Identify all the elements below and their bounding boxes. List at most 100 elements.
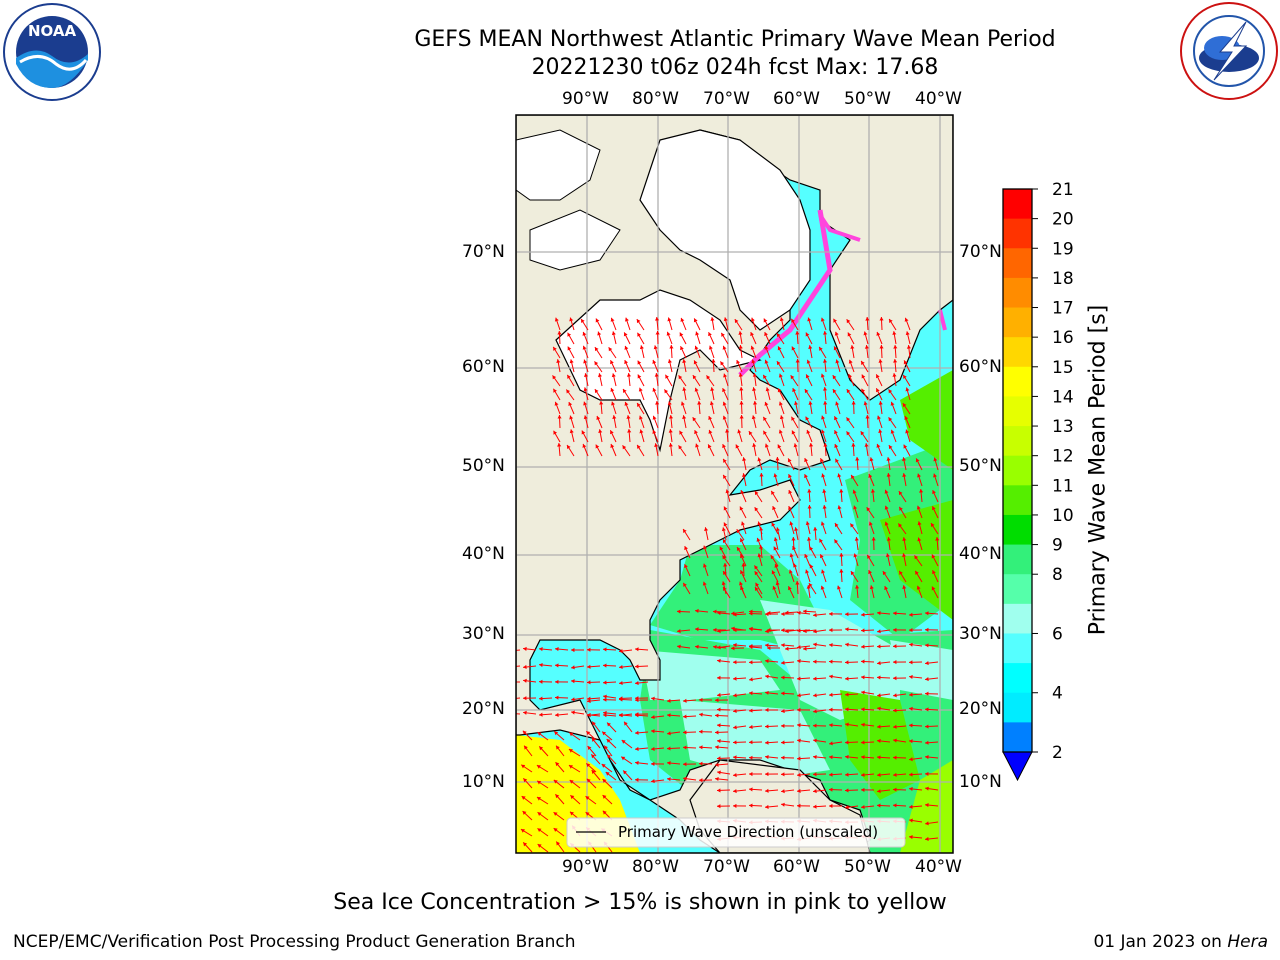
wave-arrow-head [902,457,907,462]
wave-arrow-head [651,779,655,784]
colorbar-segment [1003,455,1032,486]
wave-arrow-head [861,772,865,777]
wave-arrow-head [855,457,860,461]
wave-arrow-head [773,537,778,542]
wave-arrow-head [584,373,589,378]
wave-arrow-head [654,317,660,321]
wave-arrow-head [695,644,699,649]
wave-arrow-head [767,645,771,651]
wave-arrow-head [651,746,655,752]
lon-label-top-40w: 40°W [915,89,962,109]
wave-arrow-head [655,331,660,335]
wave-arrow-head [864,345,869,349]
wave-arrow-head [781,691,785,696]
wave-arrow-head [537,828,542,833]
wave-arrow-head [722,555,727,560]
wave-arrow-head [925,803,929,808]
wave-arrow-head [757,521,762,526]
wave-arrow-head [692,375,697,380]
wave-arrow-head [861,659,865,664]
wave-arrow-head [879,317,884,321]
wave-arrow-head [637,332,641,337]
wave-arrow-head [733,803,737,808]
wave-arrow-head [797,803,801,808]
wave-arrow-head [775,527,780,532]
wave-arrow-head [595,318,600,323]
wave-arrow-head [699,712,703,717]
wave-arrow-head [797,610,801,615]
wave-arrow-head [781,628,785,633]
lat-label-right-20n: 20°N [959,699,1002,719]
wave-arrow-head [694,387,699,392]
noaa-logo: NOAA [3,3,101,101]
wave-arrow-head [678,445,683,450]
wave-arrow-head [555,663,559,668]
wave-arrow-head [667,731,671,736]
wave-arrow [516,819,517,820]
wave-arrow-head [807,317,812,322]
wave-arrow-head [749,660,753,665]
wave-arrow-head [557,443,562,447]
wave-arrow-head [583,359,588,364]
wave-arrow-head [717,692,721,698]
wave-arrow-head [765,788,769,793]
wave-arrow-head [823,331,828,335]
wave-arrow-head [805,569,810,574]
wave-arrow-head [619,680,623,686]
wave-arrow-head [867,554,871,559]
wave-arrow-head [893,738,897,743]
wave-arrow-head [539,662,543,668]
map-area [506,115,953,853]
wave-arrow-head [787,458,792,463]
wave-arrow-head [845,788,849,793]
wave-arrow-head [736,529,741,534]
colorbar-segment [1003,574,1032,605]
colorbar-segment [1003,633,1032,664]
wave-arrow-head [581,318,585,323]
wave-arrow-head [781,740,785,745]
wave-arrow-head [813,754,817,760]
wave-arrow-head [699,697,703,702]
wave-arrow-head [587,664,591,669]
wave-arrow-head [586,778,591,783]
wave-arrow-head [823,443,828,447]
wave-arrow-head [886,457,891,461]
wave-arrow-head [651,696,655,701]
wave-arrow-head [723,563,728,567]
wave-arrow-head [864,443,869,447]
wave-arrow-head [804,389,809,394]
colorbar-tick-label: 8 [1052,565,1063,585]
wave-arrow-head [776,361,781,366]
wave-arrow-head [683,762,687,767]
wave-arrow-head [767,628,771,633]
wave-arrow-head [582,443,587,448]
wave-arrow-head [809,564,814,569]
wave-arrow-head [601,764,606,768]
wave-arrow-head [749,708,753,713]
wave-arrow-head [925,643,929,648]
wave-arrow-head [779,317,784,322]
wave-arrow-head [506,732,510,736]
wave-arrow-head [664,389,669,394]
wave-arrow-head [803,629,807,634]
chart-subtitle: 20221230 t06z 024h fcst Max: 17.68 [531,55,939,80]
wave-arrow-head [925,771,929,777]
wave-arrow-head [733,708,737,714]
wave-arrow-head [878,429,883,433]
wave-arrow-head [839,553,844,557]
wave-arrow-head [569,811,574,816]
wave-arrow-head [866,507,871,512]
wave-arrow-head [837,585,841,590]
wave-arrow-head [893,345,898,349]
wave-arrow-head [902,537,907,541]
wave-arrow-head [821,473,826,478]
wave-arrow-head [668,443,673,447]
wave-arrow-head [741,563,746,567]
wave-arrow-head [717,723,721,728]
wave-arrow-head [567,346,572,351]
wave-arrow-head [876,388,880,393]
wave-arrow-head [755,582,760,587]
wave-arrow-head [597,373,603,378]
wave-arrow-head [635,664,639,669]
wave-arrow-head [771,490,775,495]
